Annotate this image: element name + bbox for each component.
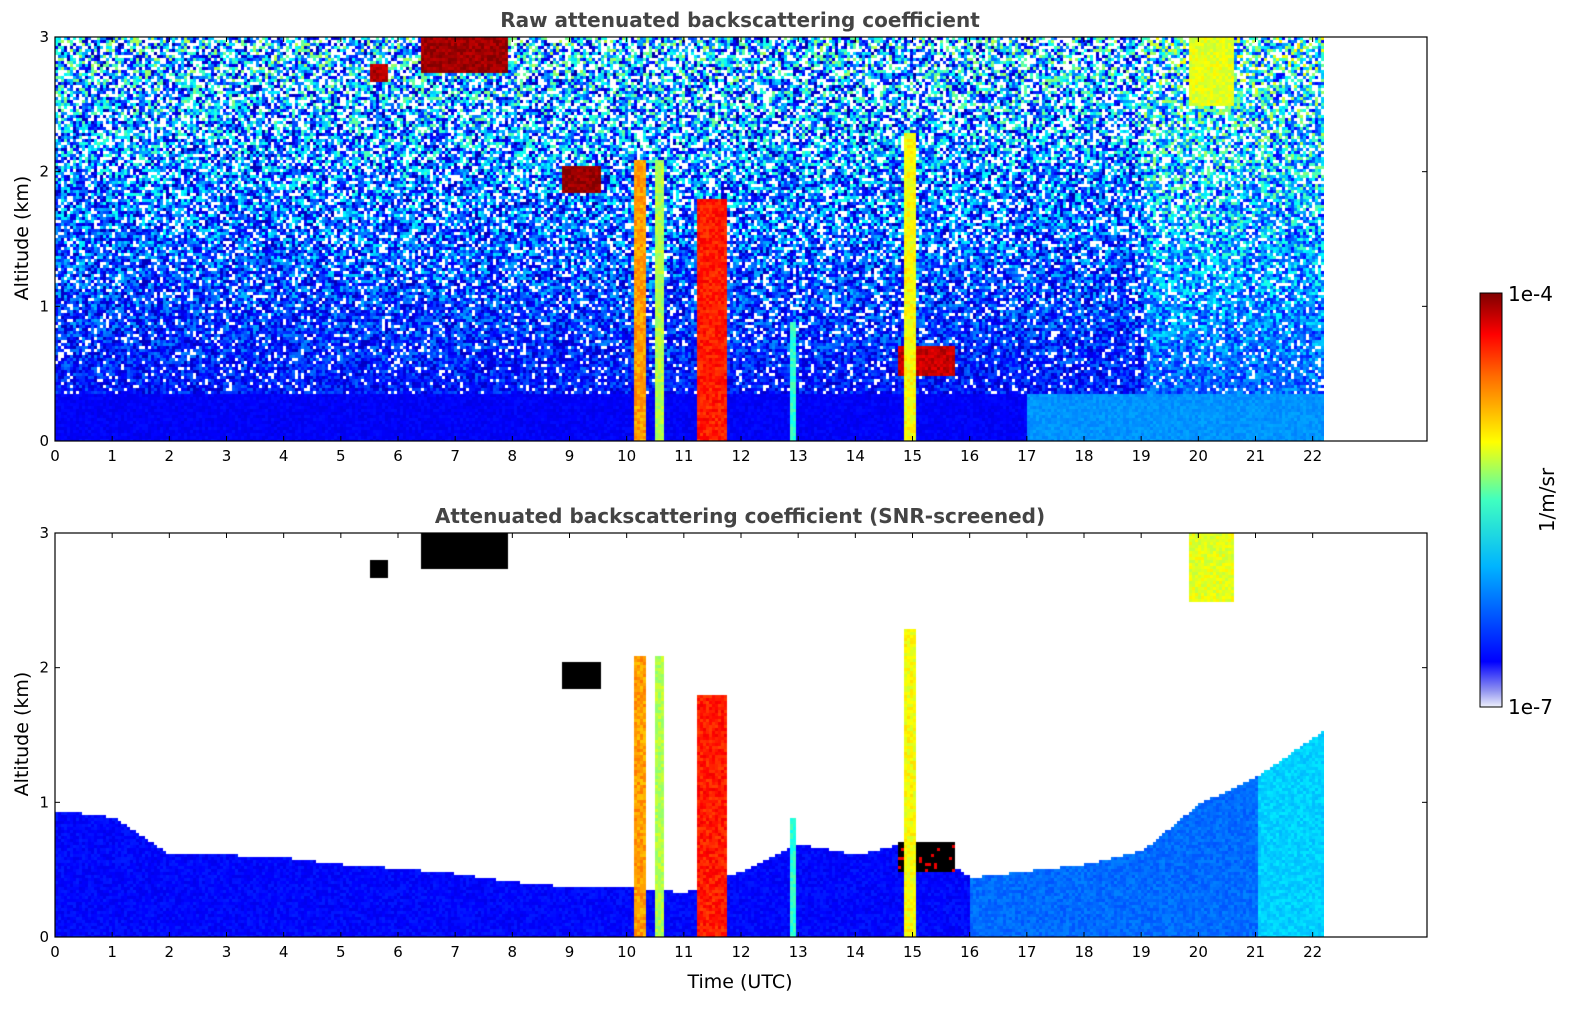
y-tick-label: 3 — [39, 28, 49, 46]
x-tick-label: 0 — [50, 943, 60, 961]
x-tick-label: 8 — [508, 943, 518, 961]
x-tick-label: 4 — [279, 943, 289, 961]
x-tick-label: 9 — [565, 447, 575, 465]
x-tick-label: 21 — [1246, 943, 1265, 961]
x-tick-label: 13 — [789, 943, 808, 961]
x-axis: 0 1 2 3 4 5 6 7 8 9 10 11 12 13 14 15 16 17 18 19 20 21 22 — [50, 37, 1322, 465]
x-tick-label: 5 — [336, 943, 346, 961]
x-tick-label: 16 — [960, 943, 979, 961]
x-axis: 0 1 2 3 4 5 6 7 8 9 10 11 12 13 14 15 16 17 18 19 20 21 22 — [50, 533, 1322, 961]
y-axis-label: Altitude (km) — [11, 672, 33, 797]
panel-raw: Raw attenuated backscattering coefficien… — [11, 8, 1428, 465]
y-tick-label: 0 — [39, 928, 49, 946]
x-tick-label: 22 — [1303, 447, 1322, 465]
x-tick-label: 12 — [731, 447, 750, 465]
colorbar: 1e-4 1e-7 1/m/sr — [1479, 282, 1559, 719]
x-tick-label: 17 — [1017, 447, 1036, 465]
x-tick-label: 3 — [222, 943, 232, 961]
y-axis-label: Altitude (km) — [11, 176, 33, 301]
y-axis: 0 1 2 3 — [39, 524, 1427, 946]
x-tick-label: 7 — [450, 447, 460, 465]
x-tick-label: 17 — [1017, 943, 1036, 961]
x-tick-label: 21 — [1246, 447, 1265, 465]
chart-title: Raw attenuated backscattering coefficien… — [500, 8, 980, 32]
x-tick-label: 9 — [565, 943, 575, 961]
x-tick-label: 19 — [1132, 943, 1151, 961]
x-tick-label: 18 — [1074, 447, 1093, 465]
panel-screened: Attenuated backscattering coefficient (S… — [11, 504, 1428, 993]
x-tick-label: 7 — [450, 943, 460, 961]
y-tick-label: 1 — [39, 793, 49, 811]
heatmap-raster — [55, 533, 1324, 937]
plot-area — [55, 533, 1324, 937]
x-tick-label: 15 — [903, 447, 922, 465]
y-tick-label: 2 — [39, 163, 49, 181]
x-tick-label: 0 — [50, 447, 60, 465]
x-tick-label: 22 — [1303, 943, 1322, 961]
x-tick-label: 15 — [903, 943, 922, 961]
x-tick-label: 3 — [222, 447, 232, 465]
x-tick-label: 5 — [336, 447, 346, 465]
colorbar-max-label: 1e-4 — [1508, 282, 1553, 306]
colorbar-unit-label: 1/m/sr — [1535, 467, 1559, 532]
x-tick-label: 1 — [107, 447, 117, 465]
x-tick-label: 2 — [165, 447, 175, 465]
y-tick-label: 0 — [39, 432, 49, 450]
x-axis-label: Time (UTC) — [686, 971, 792, 993]
x-tick-label: 18 — [1074, 943, 1093, 961]
colorbar-min-label: 1e-7 — [1508, 695, 1553, 719]
colorbar-gradient — [1479, 292, 1503, 708]
chart-title: Attenuated backscattering coefficient (S… — [435, 504, 1045, 528]
x-tick-label: 11 — [674, 447, 693, 465]
x-tick-label: 4 — [279, 447, 289, 465]
x-tick-label: 20 — [1189, 943, 1208, 961]
x-tick-label: 13 — [789, 447, 808, 465]
x-tick-label: 1 — [107, 943, 117, 961]
x-tick-label: 10 — [617, 447, 636, 465]
x-tick-label: 6 — [393, 943, 403, 961]
y-axis: 0 1 2 3 — [39, 28, 1427, 450]
heatmap-raster — [55, 37, 1324, 441]
x-tick-label: 10 — [617, 943, 636, 961]
x-tick-label: 14 — [846, 943, 865, 961]
y-tick-label: 3 — [39, 524, 49, 542]
x-tick-label: 19 — [1132, 447, 1151, 465]
x-tick-label: 16 — [960, 447, 979, 465]
plot-area — [55, 37, 1324, 441]
x-tick-label: 20 — [1189, 447, 1208, 465]
x-tick-label: 2 — [165, 943, 175, 961]
x-tick-label: 14 — [846, 447, 865, 465]
y-tick-label: 1 — [39, 297, 49, 315]
x-tick-label: 11 — [674, 943, 693, 961]
x-tick-label: 6 — [393, 447, 403, 465]
x-tick-label: 12 — [731, 943, 750, 961]
y-tick-label: 2 — [39, 659, 49, 677]
x-tick-label: 8 — [508, 447, 518, 465]
